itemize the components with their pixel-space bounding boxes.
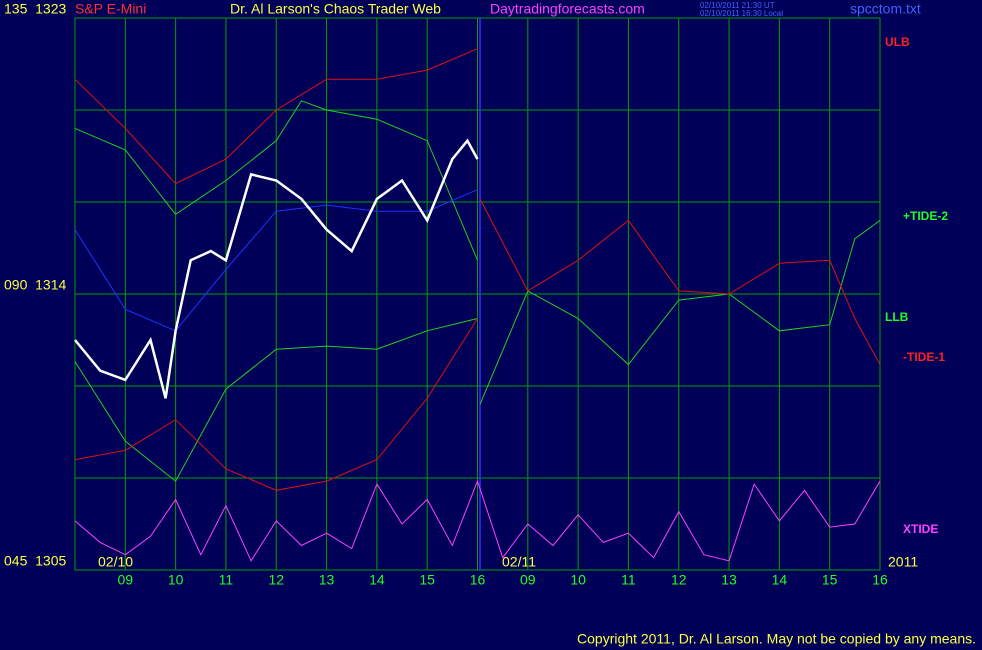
line-label: LLB bbox=[885, 310, 909, 324]
date-label: 02/10 bbox=[98, 554, 133, 570]
line-label: XTIDE bbox=[903, 522, 938, 536]
series-line bbox=[74, 138, 479, 399]
timestamp-local: 02/10/2011 16:30 Local bbox=[700, 9, 783, 18]
series-line bbox=[74, 318, 478, 482]
line-label: +TIDE-2 bbox=[903, 209, 948, 223]
x-tick-label: 09 bbox=[520, 572, 536, 588]
x-tick-label: 12 bbox=[671, 572, 687, 588]
series-line bbox=[74, 100, 478, 261]
x-tick-label: 13 bbox=[319, 572, 335, 588]
x-tick-label: 15 bbox=[822, 572, 838, 588]
file-name: spcctom.txt bbox=[850, 1, 921, 17]
site: Daytradingforecasts.com bbox=[490, 1, 645, 17]
x-tick-label: 14 bbox=[369, 572, 385, 588]
series-line bbox=[74, 189, 478, 332]
line-label: ULB bbox=[885, 35, 910, 49]
x-tick-label: 10 bbox=[570, 572, 586, 588]
symbol: S&P E-Mini bbox=[75, 1, 146, 17]
series-line bbox=[74, 479, 881, 562]
timestamp-ut: 02/10/2011 21:30 UT bbox=[700, 1, 775, 10]
x-tick-label: 15 bbox=[419, 572, 435, 588]
series-line bbox=[479, 198, 881, 365]
x-tick-label: 16 bbox=[872, 572, 888, 588]
x-tick-label: 16 bbox=[470, 572, 486, 588]
x-tick-label: 12 bbox=[268, 572, 284, 588]
y-tick-label: 045 1305 bbox=[4, 553, 66, 569]
x-tick-label: 09 bbox=[118, 572, 134, 588]
date-label: 2011 bbox=[888, 554, 918, 570]
series-line bbox=[479, 219, 881, 405]
x-tick-label: 11 bbox=[621, 572, 636, 588]
line-label: -TIDE-1 bbox=[903, 350, 945, 364]
chart-title: Dr. Al Larson's Chaos Trader Web bbox=[230, 1, 441, 17]
y-tick-label: 135 1323 bbox=[4, 1, 66, 17]
x-tick-label: 10 bbox=[168, 572, 184, 588]
y-tick-label: 090 1314 bbox=[4, 277, 66, 293]
date-label: 02/11 bbox=[502, 554, 536, 570]
x-tick-label: 14 bbox=[772, 572, 788, 588]
series-line bbox=[74, 48, 478, 185]
series-line bbox=[74, 318, 478, 491]
copyright: Copyright 2011, Dr. Al Larson. May not b… bbox=[577, 631, 976, 647]
x-tick-label: 11 bbox=[219, 572, 234, 588]
x-tick-label: 13 bbox=[721, 572, 737, 588]
